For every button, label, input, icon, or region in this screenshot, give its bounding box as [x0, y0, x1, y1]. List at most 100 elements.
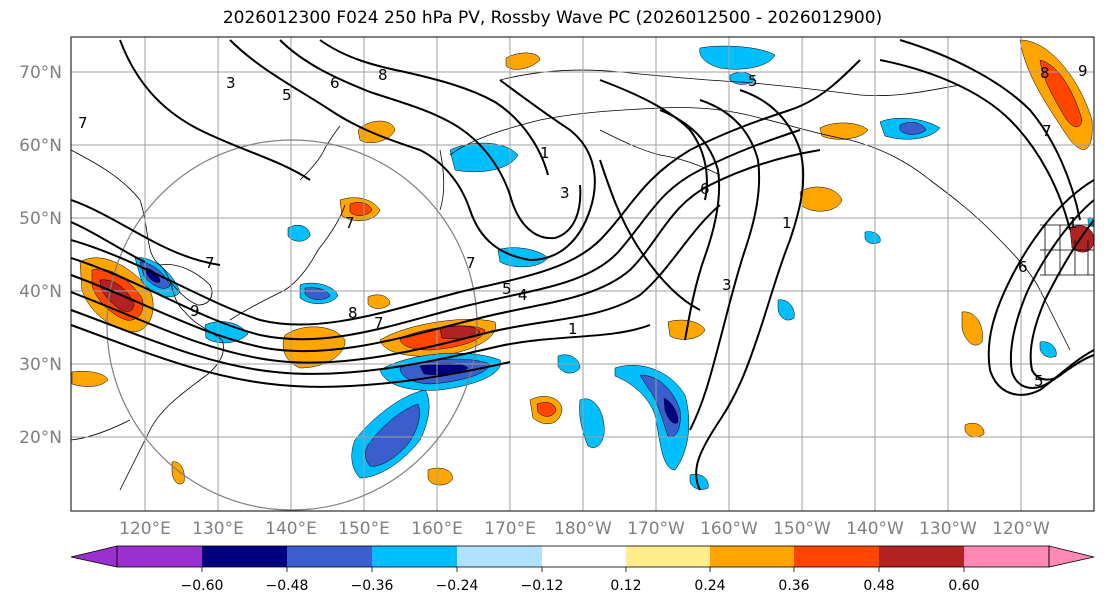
colorbar-segment	[964, 546, 1049, 567]
lon-label: 170°W	[627, 519, 685, 539]
contour-label: 5	[748, 72, 758, 90]
contour-label: 1	[540, 144, 550, 162]
contour-label: 8	[348, 304, 358, 322]
lon-label: 150°E	[338, 519, 390, 539]
colorbar: −0.60 −0.48 −0.36 −0.24 −0.12 0.12 0.24 …	[70, 545, 1095, 594]
negative-anomaly-region	[579, 398, 605, 448]
colorbar-tick-label: −0.60	[181, 578, 224, 594]
lon-label: 140°W	[846, 519, 904, 539]
positive-anomaly-region	[799, 186, 843, 212]
contour-label: 6	[700, 180, 710, 198]
contour-label: 9	[190, 302, 200, 320]
positive-anomaly-region	[427, 467, 453, 486]
contour-label: 7	[1042, 122, 1052, 140]
lon-label: 130°W	[919, 519, 977, 539]
contour-label: 8	[378, 66, 388, 84]
contour-label: 4	[518, 286, 528, 304]
contour-label: 3	[226, 74, 236, 92]
colorbar-tick-label: 0.24	[694, 578, 725, 594]
colorbar-tick-label: −0.48	[266, 578, 309, 594]
contour-label: 5	[502, 280, 512, 298]
positive-anomaly-region	[1039, 59, 1083, 128]
colorbar-tick-label: 0.48	[863, 578, 894, 594]
lat-label: 20°N	[19, 428, 62, 448]
contour-label: 5	[282, 86, 292, 104]
negative-anomaly-region	[1039, 341, 1057, 358]
colorbar-segment	[287, 546, 372, 567]
contour-label: 7	[205, 254, 215, 272]
contour-label: 1	[1068, 214, 1078, 232]
positive-anomaly-region	[819, 122, 869, 140]
colorbar-segment	[457, 546, 542, 567]
colorbar-tick-label: −0.36	[351, 578, 394, 594]
lat-label: 40°N	[19, 282, 62, 302]
contour-label: 7	[466, 254, 476, 272]
negative-anomaly-region	[689, 474, 709, 490]
colorbar-tick-label: −0.12	[521, 578, 564, 594]
colorbar-segment	[879, 546, 964, 567]
negative-anomaly-region	[899, 122, 927, 135]
colorbar-segment	[626, 546, 710, 567]
colorbar-segment	[202, 546, 287, 567]
colorbar-segment	[710, 546, 794, 567]
colorbar-tick-label: 0.36	[778, 578, 809, 594]
lat-label: 70°N	[19, 63, 62, 83]
contour-label: 6	[330, 74, 340, 92]
colorbar-tick-label: 0.12	[610, 578, 641, 594]
negative-anomaly-region	[864, 231, 881, 244]
contour-label: 7	[345, 214, 355, 232]
lon-label: 130°E	[192, 519, 244, 539]
lon-label: 180°W	[554, 519, 612, 539]
positive-anomaly-region	[171, 461, 185, 485]
plot-frame	[70, 36, 1095, 512]
positive-anomaly-region	[505, 52, 541, 70]
contour-label: 3	[560, 184, 570, 202]
map-title: 2026012300 F024 250 hPa PV, Rossby Wave …	[222, 8, 883, 28]
contour-label: 7	[78, 114, 88, 132]
lon-label: 150°W	[773, 519, 831, 539]
negative-anomaly-region	[699, 45, 776, 70]
colorbar-segment	[794, 546, 879, 567]
colorbar-segment	[542, 546, 626, 567]
contour-label: 1	[568, 320, 578, 338]
coastlines	[71, 69, 1094, 491]
contour-labels: 3 5 6 8 7 7 1 3 5 4 1 9 8 7 6 5 3 1 7 7 …	[78, 62, 1088, 390]
negative-anomaly-region	[777, 299, 795, 321]
contour-label: 6	[1018, 258, 1028, 276]
contour-label: 7	[374, 314, 384, 332]
negative-anomaly-region	[663, 397, 679, 424]
positive-anomaly-region	[964, 422, 985, 438]
lat-label: 30°N	[19, 355, 62, 375]
positive-anomaly-region	[961, 311, 983, 346]
colorbar-tick-label: −0.24	[436, 578, 479, 594]
colorbar-segment	[372, 546, 457, 567]
negative-anomaly-region	[449, 142, 519, 173]
colorbar-extend-low	[70, 545, 118, 568]
colorbar-segment	[117, 546, 202, 567]
lon-label: 160°W	[700, 519, 758, 539]
positive-anomaly-region	[536, 402, 557, 417]
longitude-labels: 120°E 130°E 140°E 150°E 160°E 170°E 180°…	[119, 519, 1050, 539]
colorbar-tick-label: 0.60	[948, 578, 979, 594]
positive-anomaly-region	[71, 371, 109, 387]
lat-lon-grid	[71, 37, 1094, 511]
contour-label: 8	[1040, 64, 1050, 82]
reference-circle	[106, 139, 478, 511]
lat-label: 50°N	[19, 209, 62, 229]
contour-label: 1	[782, 214, 792, 232]
lon-label: 140°E	[265, 519, 317, 539]
contour-label: 5	[1034, 372, 1044, 390]
lon-label: 170°E	[484, 519, 536, 539]
positive-anomaly-region	[349, 202, 373, 216]
colorbar-extend-high	[1048, 545, 1095, 568]
lon-label: 160°E	[411, 519, 463, 539]
negative-anomaly-region	[365, 403, 420, 467]
positive-anomaly-region	[99, 279, 135, 312]
contour-label: 9	[1078, 62, 1088, 80]
pv-contours	[71, 39, 1094, 491]
latitude-labels: 70°N 60°N 50°N 40°N 30°N 20°N	[19, 63, 62, 448]
lon-label: 120°E	[119, 519, 171, 539]
positive-anomaly-region	[439, 325, 481, 339]
positive-anomaly-region	[367, 294, 391, 309]
